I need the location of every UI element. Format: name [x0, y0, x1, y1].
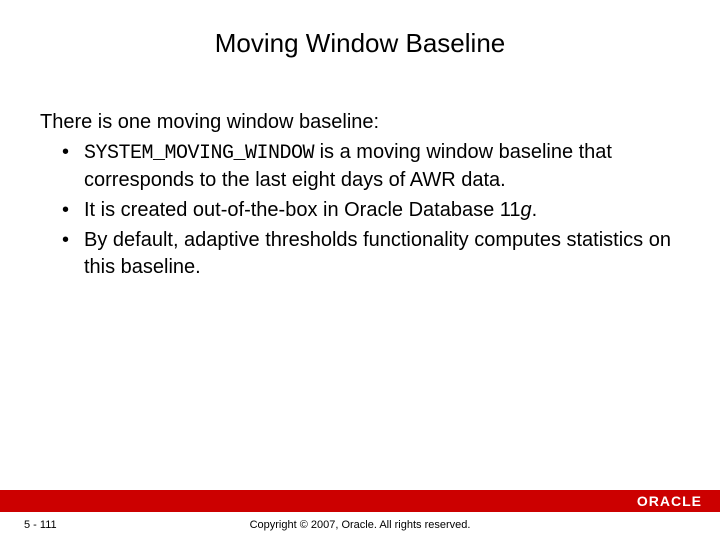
list-item: SYSTEM_MOVING_WINDOW is a moving window … — [62, 139, 680, 194]
copyright-text: Copyright © 2007, Oracle. All rights res… — [0, 519, 720, 531]
code-text: SYSTEM_MOVING_WINDOW — [84, 142, 314, 165]
slide-content: There is one moving window baseline: SYS… — [0, 79, 720, 281]
oracle-logo: ORACLE — [637, 493, 702, 509]
footer-bar — [0, 490, 720, 512]
bullet-text-prefix: It is created out-of-the-box in Oracle D… — [84, 199, 521, 221]
bullet-text-suffix: . — [532, 199, 538, 221]
slide-title: Moving Window Baseline — [0, 0, 720, 79]
list-item: It is created out-of-the-box in Oracle D… — [62, 197, 680, 224]
italic-text: g — [521, 199, 532, 221]
intro-text: There is one moving window baseline: — [40, 109, 680, 136]
list-item: By default, adaptive thresholds function… — [62, 227, 680, 281]
bullet-list: SYSTEM_MOVING_WINDOW is a moving window … — [40, 139, 680, 281]
